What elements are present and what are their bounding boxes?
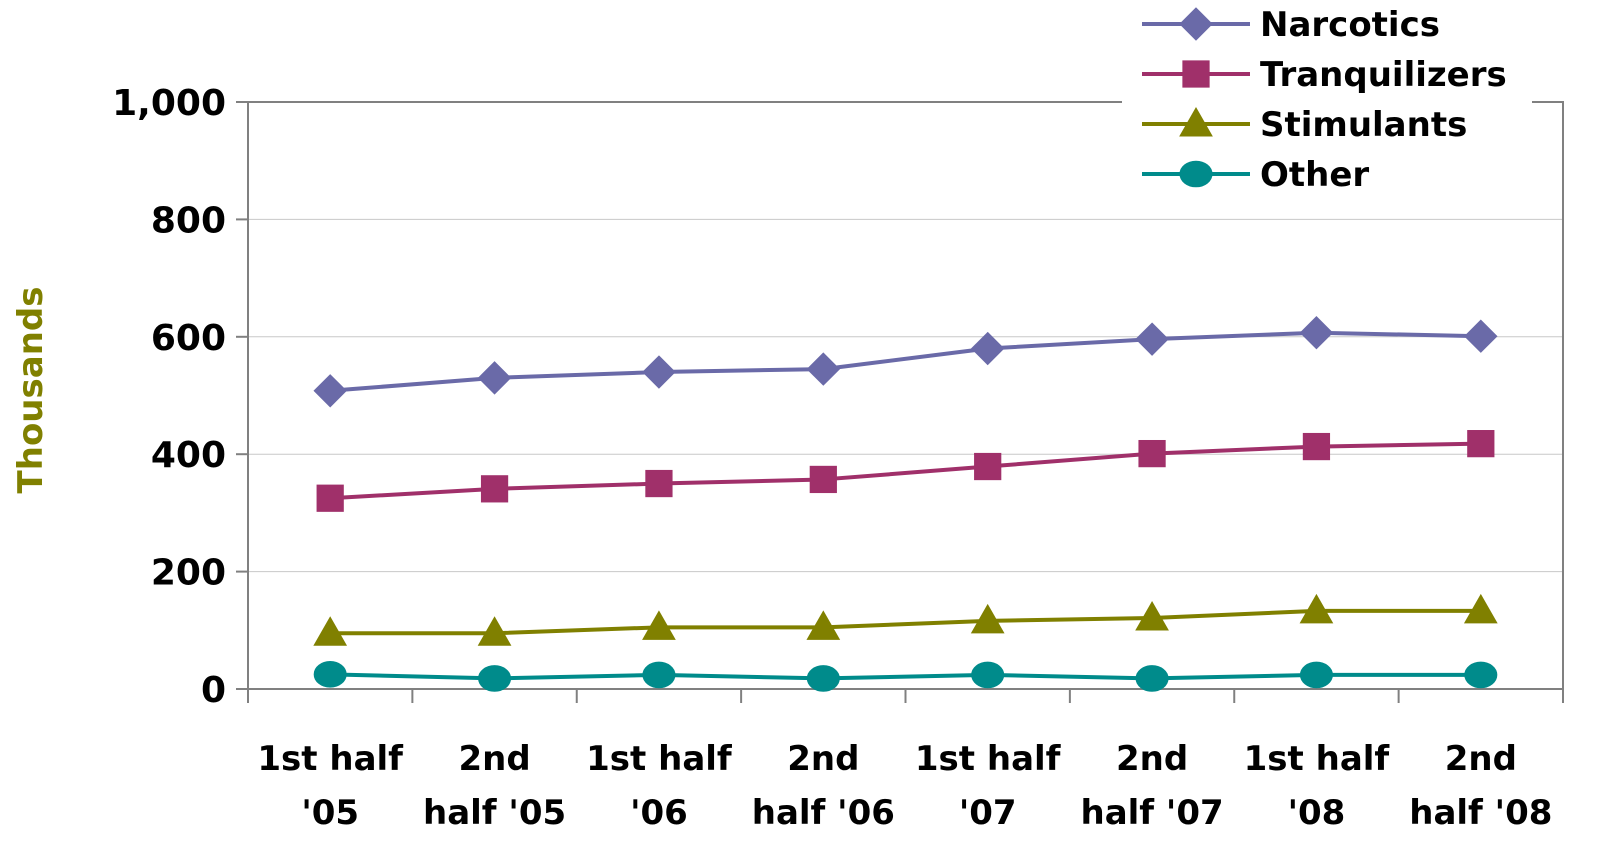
data-point-stimulants [1463,593,1498,624]
legend-item-narcotics: Narcotics [1142,5,1440,45]
data-point-narcotics [970,331,1005,366]
data-point-tranquilizers [480,475,509,503]
y-tick-label: 800 [151,200,226,241]
y-tick-labels: 0 200 400 600 800 1,000 [112,83,248,711]
data-point-other [806,665,840,692]
legend-item-other: Other [1142,155,1369,195]
data-point-tranquilizers [1302,432,1331,461]
data-point-narcotics [1135,322,1169,356]
legend-label-other: Other [1260,155,1369,195]
data-point-stimulants [1135,600,1169,631]
series-stimulants [313,593,1498,646]
data-point-tranquilizers [1138,439,1166,468]
x-tick-label: 2nd half '06 [752,739,895,833]
data-point-other [478,665,512,692]
x-tick-label: 1st half '07 [915,739,1062,833]
data-point-stimulants [477,616,512,646]
data-point-tranquilizers [316,484,344,512]
y-tick-label: 1,000 [112,83,226,124]
data-point-stimulants [1299,593,1334,624]
y-tick-label: 600 [151,318,226,359]
x-tick-label: 1st half '05 [257,739,404,833]
data-point-other [971,661,1005,689]
x-tick-label: 1st half '06 [586,739,733,833]
data-point-other [313,661,347,688]
data-point-tranquilizers [974,452,1002,481]
series-lines [313,315,1498,692]
legend-marker-stimulants [1179,106,1213,137]
legend-label-stimulants: Stimulants [1260,105,1467,145]
series-line-stimulants [330,608,1481,636]
series-tranquilizers [316,430,1495,512]
x-tick-label: 1st half '08 [1244,739,1391,833]
legend-marker-tranquilizers [1182,60,1210,88]
x-tick-label: 2nd half '07 [1080,739,1223,833]
legend-marker-other [1179,160,1213,188]
y-tick-label: 400 [151,435,226,476]
series-line-other [330,672,1481,681]
data-point-other [1464,661,1498,689]
data-point-tranquilizers [645,469,673,498]
y-tick-label: 0 [201,670,226,711]
data-point-stimulants [806,610,841,640]
data-point-stimulants [970,603,1005,634]
data-point-narcotics [1464,319,1498,353]
data-point-other [1135,665,1169,692]
data-point-tranquilizers [809,465,837,494]
data-point-stimulants [642,610,676,640]
legend-marker-narcotics [1179,7,1213,41]
y-axis-label: Thousands [11,287,51,494]
series-line-narcotics [330,330,1481,393]
data-point-stimulants [313,616,348,646]
legend-label-narcotics: Narcotics [1260,5,1440,45]
x-tick-label: 2nd half '08 [1409,739,1552,833]
y-tick-label: 200 [151,553,226,594]
series-narcotics [313,315,1498,408]
series-line-tranquilizers [330,441,1481,501]
x-tick-label: 2nd half '05 [423,739,566,833]
legend-label-tranquilizers: Tranquilizers [1260,55,1507,95]
data-point-narcotics [806,352,841,386]
legend-item-stimulants: Stimulants [1142,105,1467,145]
legend-item-tranquilizers: Tranquilizers [1142,55,1507,95]
series-other [313,661,1498,692]
data-point-tranquilizers [1467,430,1495,458]
data-point-narcotics [1299,315,1334,350]
legend: Narcotics Tranquilizers Stimulants Other [1122,0,1532,200]
data-point-narcotics [642,355,676,389]
data-point-narcotics [313,374,347,408]
data-point-other [642,661,676,689]
data-point-narcotics [477,361,512,395]
data-point-other [1299,661,1333,689]
